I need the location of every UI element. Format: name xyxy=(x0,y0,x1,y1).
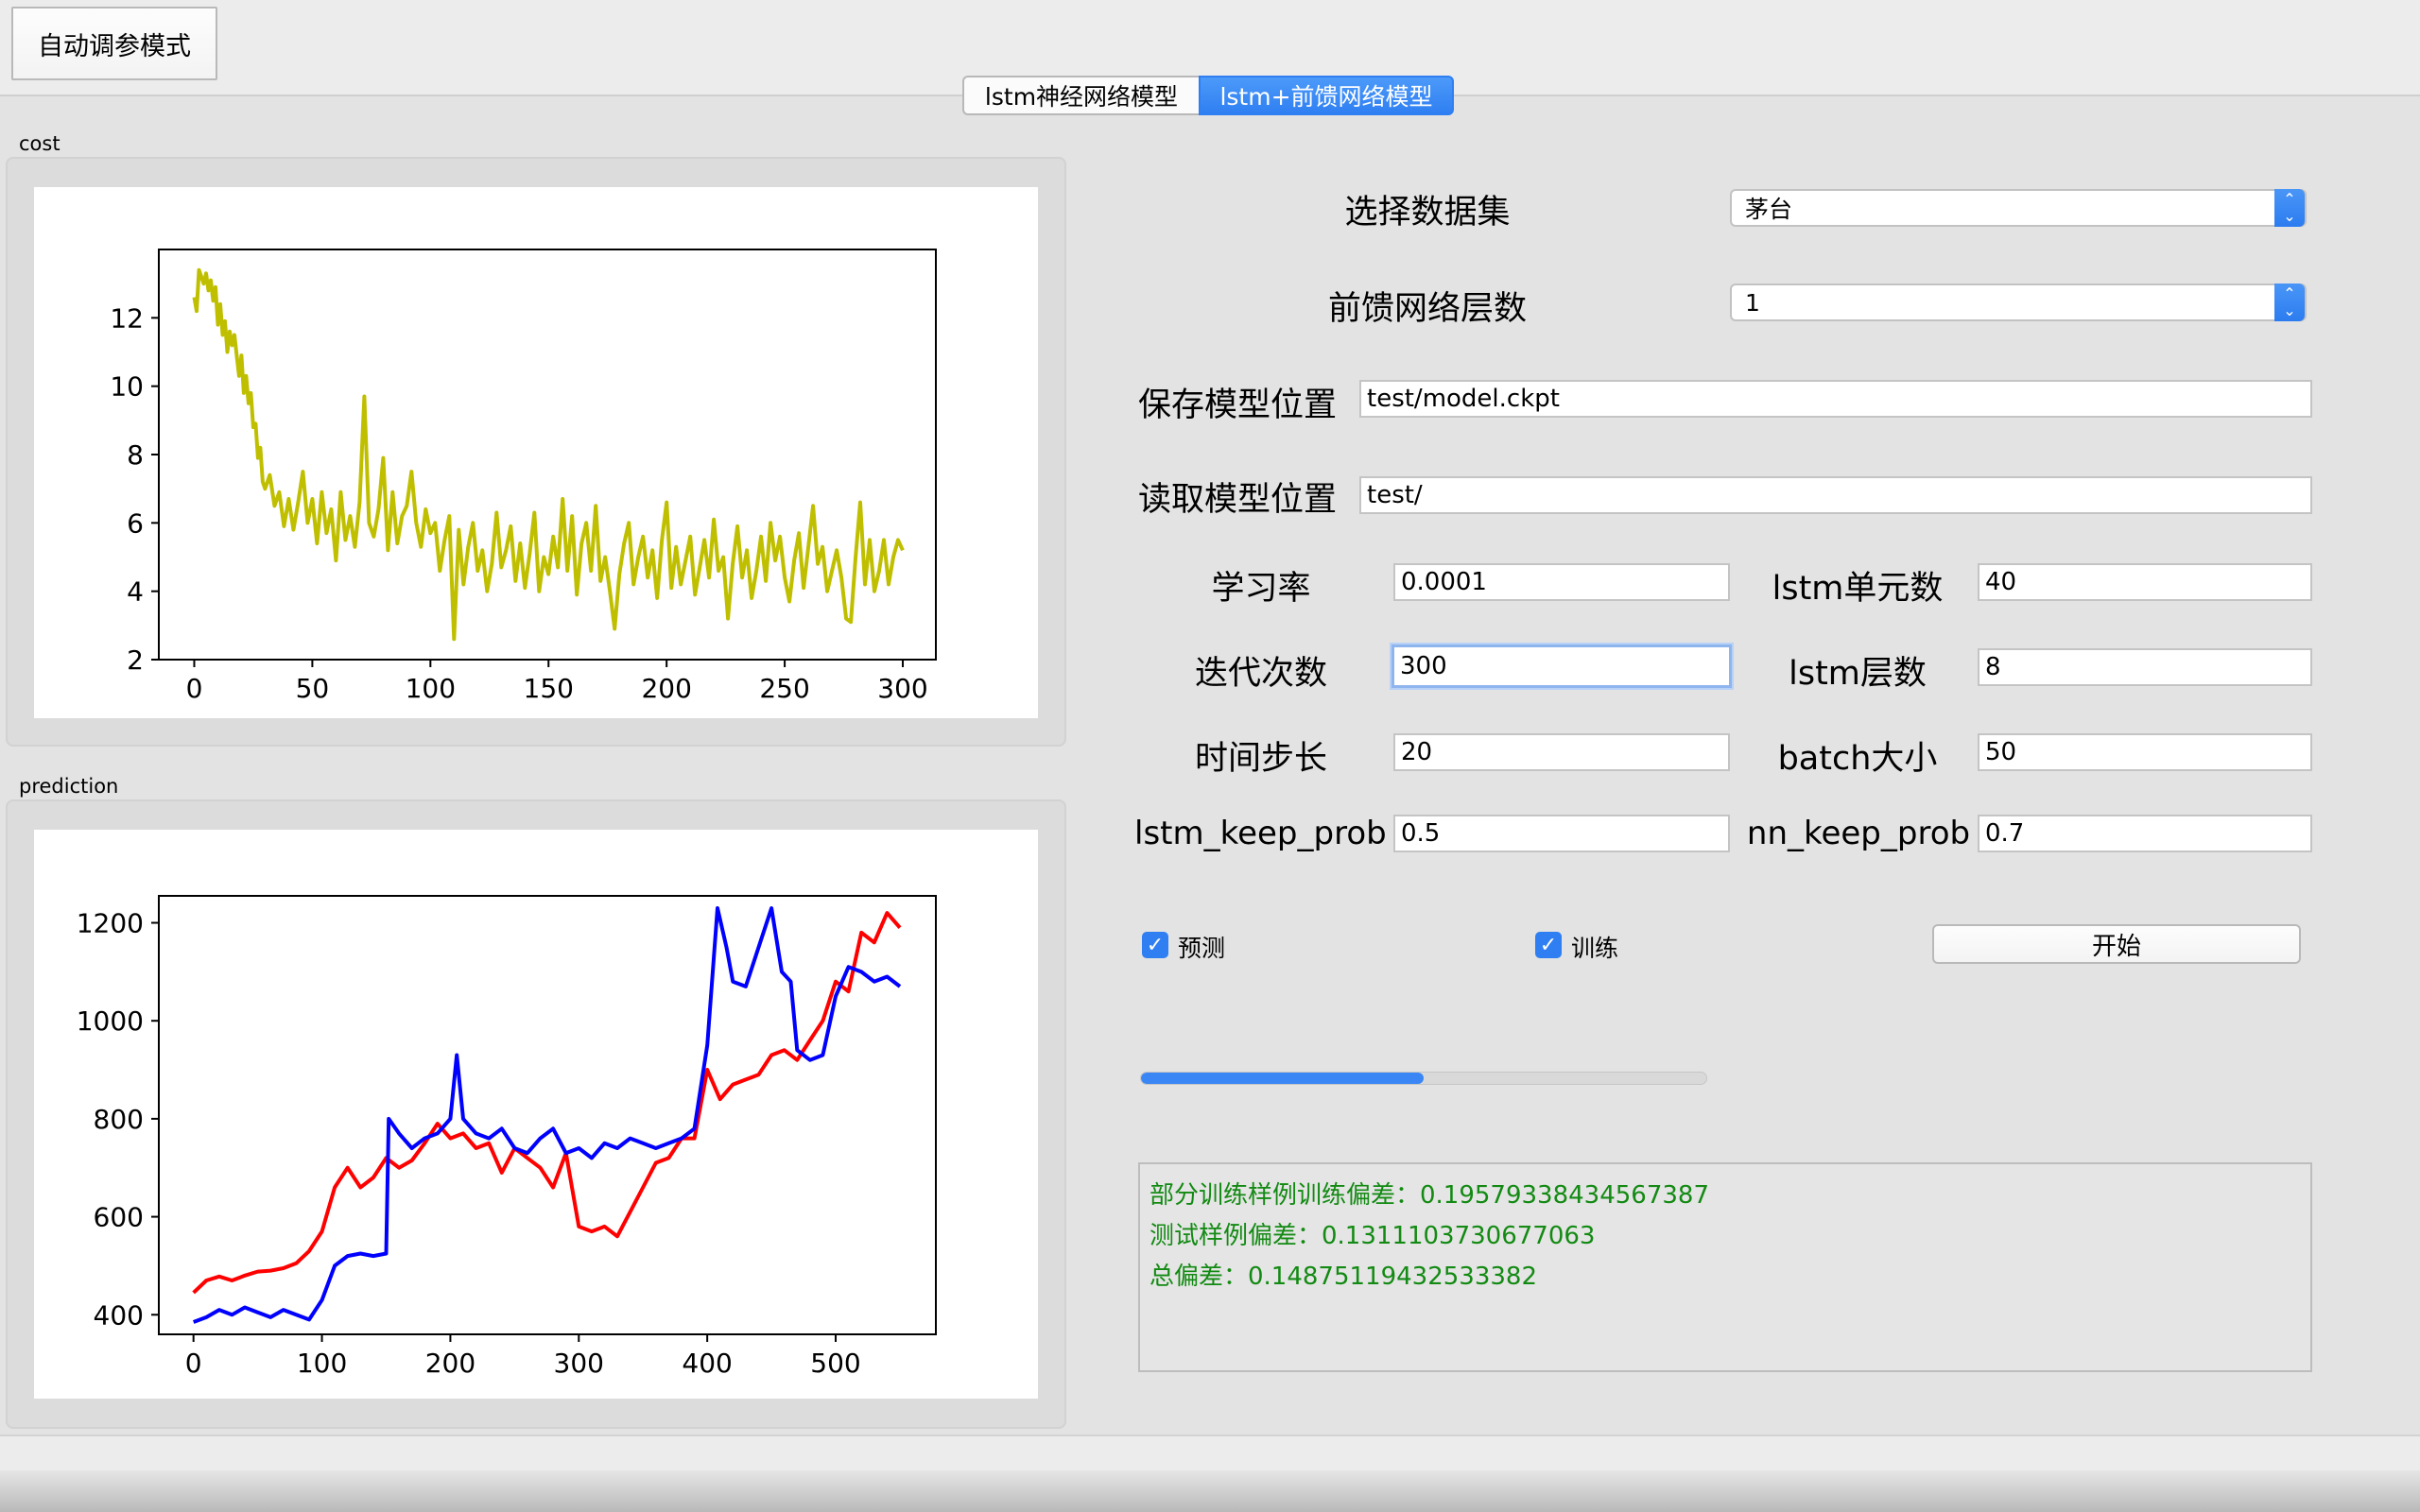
prediction-chart-svg: 0 100 200 300 400 500 400 600 800 1000 1200 xyxy=(77,895,937,1379)
dataset-label: 选择数据集 xyxy=(1344,194,1511,232)
save-path-input[interactable]: test/model.ckpt xyxy=(1359,380,2312,418)
time-steps-input[interactable]: 20 xyxy=(1393,733,1730,771)
iterations-input[interactable]: 300 xyxy=(1392,644,1732,688)
prediction-group-label: prediction xyxy=(19,775,119,798)
lstm-units-input[interactable]: 40 xyxy=(1978,563,2312,601)
log-line-total-error: 总偏差：0.14875119432533382 xyxy=(1150,1263,1538,1291)
lstm-keep-prob-input[interactable]: 0.5 xyxy=(1393,815,1730,852)
auto-tune-mode-button[interactable]: 自动调参模式 xyxy=(11,7,217,80)
dataset-select[interactable]: 茅台 ⌃ ⌄ xyxy=(1730,189,2307,227)
cost-group-label: cost xyxy=(19,132,60,155)
x-tick-label: 100 xyxy=(406,673,456,704)
checkmark-icon: ✓ xyxy=(1539,933,1558,957)
x-tick-label: 300 xyxy=(877,673,927,704)
checkmark-icon: ✓ xyxy=(1146,933,1165,957)
series-line-1 xyxy=(192,906,902,1324)
predict-label: 预测 xyxy=(1178,935,1226,962)
load-path-input[interactable]: test/ xyxy=(1359,476,2312,514)
x-tick-label: 50 xyxy=(296,673,330,704)
chevron-up-down-icon: ⌃ ⌄ xyxy=(2274,189,2305,227)
ff-layers-select-value: 1 xyxy=(1745,288,1760,317)
y-tick-label: 2 xyxy=(127,644,144,676)
y-tick-label: 4 xyxy=(127,576,144,608)
series-line-0 xyxy=(192,911,902,1295)
progress-bar xyxy=(1140,1072,1707,1085)
save-path-label: 保存模型位置 xyxy=(1138,387,1338,424)
x-tick-label: 100 xyxy=(297,1348,347,1379)
cost-chart: 0 50 100 150 200 250 300 2 4 6 8 10 12 xyxy=(34,187,1038,718)
y-tick-label: 8 xyxy=(127,439,144,471)
batch-size-input[interactable]: 50 xyxy=(1978,733,2312,771)
y-tick-label: 10 xyxy=(110,371,144,403)
learning-rate-label: 学习率 xyxy=(1211,570,1311,608)
start-button[interactable]: 开始 xyxy=(1932,924,2301,964)
x-tick-label: 250 xyxy=(759,673,809,704)
tab-lstm-ff-model[interactable]: lstm+前馈网络模型 xyxy=(1199,76,1454,115)
log-line-test-error: 测试样例偏差：0.1311103730677063 xyxy=(1150,1222,1596,1250)
iterations-label: 迭代次数 xyxy=(1194,655,1327,693)
y-tick-label: 6 xyxy=(127,507,144,539)
progress-bar-fill xyxy=(1141,1073,1424,1084)
nn-keep-prob-label: nn_keep_prob xyxy=(1746,815,1971,852)
tab-lstm-model[interactable]: lstm神经网络模型 xyxy=(962,76,1199,115)
y-tick-label: 12 xyxy=(110,302,144,334)
y-tick-label: 1000 xyxy=(77,1005,144,1037)
ff-layers-label: 前馈网络层数 xyxy=(1327,290,1527,328)
x-tick-label: 0 xyxy=(186,673,203,704)
train-checkbox[interactable]: ✓ xyxy=(1535,932,1562,958)
learning-rate-input[interactable]: 0.0001 xyxy=(1393,563,1730,601)
prediction-chart: 0 100 200 300 400 500 400 600 800 1000 1200 xyxy=(34,830,1038,1399)
load-path-label: 读取模型位置 xyxy=(1138,481,1338,519)
nn-keep-prob-input[interactable]: 0.7 xyxy=(1978,815,2312,852)
dataset-select-value: 茅台 xyxy=(1745,196,1793,223)
result-log: 部分训练样例训练偏差：0.19579338434567387 测试样例偏差：0.… xyxy=(1138,1162,2312,1372)
plot-frame xyxy=(158,895,937,1335)
x-tick-label: 200 xyxy=(425,1348,475,1379)
y-tick-label: 1200 xyxy=(77,908,144,939)
x-tick-label: 150 xyxy=(524,673,574,704)
cost-chart-svg: 0 50 100 150 200 250 300 2 4 6 8 10 12 xyxy=(110,249,937,704)
x-tick-label: 300 xyxy=(554,1348,604,1379)
lstm-units-label: lstm单元数 xyxy=(1772,570,1944,608)
batch-size-label: batch大小 xyxy=(1777,740,1938,778)
x-tick-label: 200 xyxy=(641,673,691,704)
y-tick-label: 800 xyxy=(94,1104,144,1135)
train-label: 训练 xyxy=(1571,935,1619,962)
x-tick-label: 400 xyxy=(682,1348,732,1379)
x-tick-label: 0 xyxy=(185,1348,202,1379)
window-bottom-bar xyxy=(0,1470,2420,1512)
chevron-up-down-icon: ⌃ ⌄ xyxy=(2274,284,2305,321)
lstm-layers-input[interactable]: 8 xyxy=(1978,648,2312,686)
ff-layers-select[interactable]: 1 ⌃ ⌄ xyxy=(1730,284,2307,321)
lstm-layers-label: lstm层数 xyxy=(1789,655,1927,693)
time-steps-label: 时间步长 xyxy=(1194,740,1327,778)
y-tick-label: 600 xyxy=(94,1202,144,1233)
x-tick-label: 500 xyxy=(810,1348,860,1379)
lstm-keep-prob-label: lstm_keep_prob xyxy=(1134,815,1387,852)
series-line-0 xyxy=(192,267,905,642)
y-tick-label: 400 xyxy=(94,1299,144,1331)
plot-frame xyxy=(158,249,937,661)
predict-checkbox[interactable]: ✓ xyxy=(1142,932,1168,958)
log-line-train-error: 部分训练样例训练偏差：0.19579338434567387 xyxy=(1150,1181,1710,1210)
